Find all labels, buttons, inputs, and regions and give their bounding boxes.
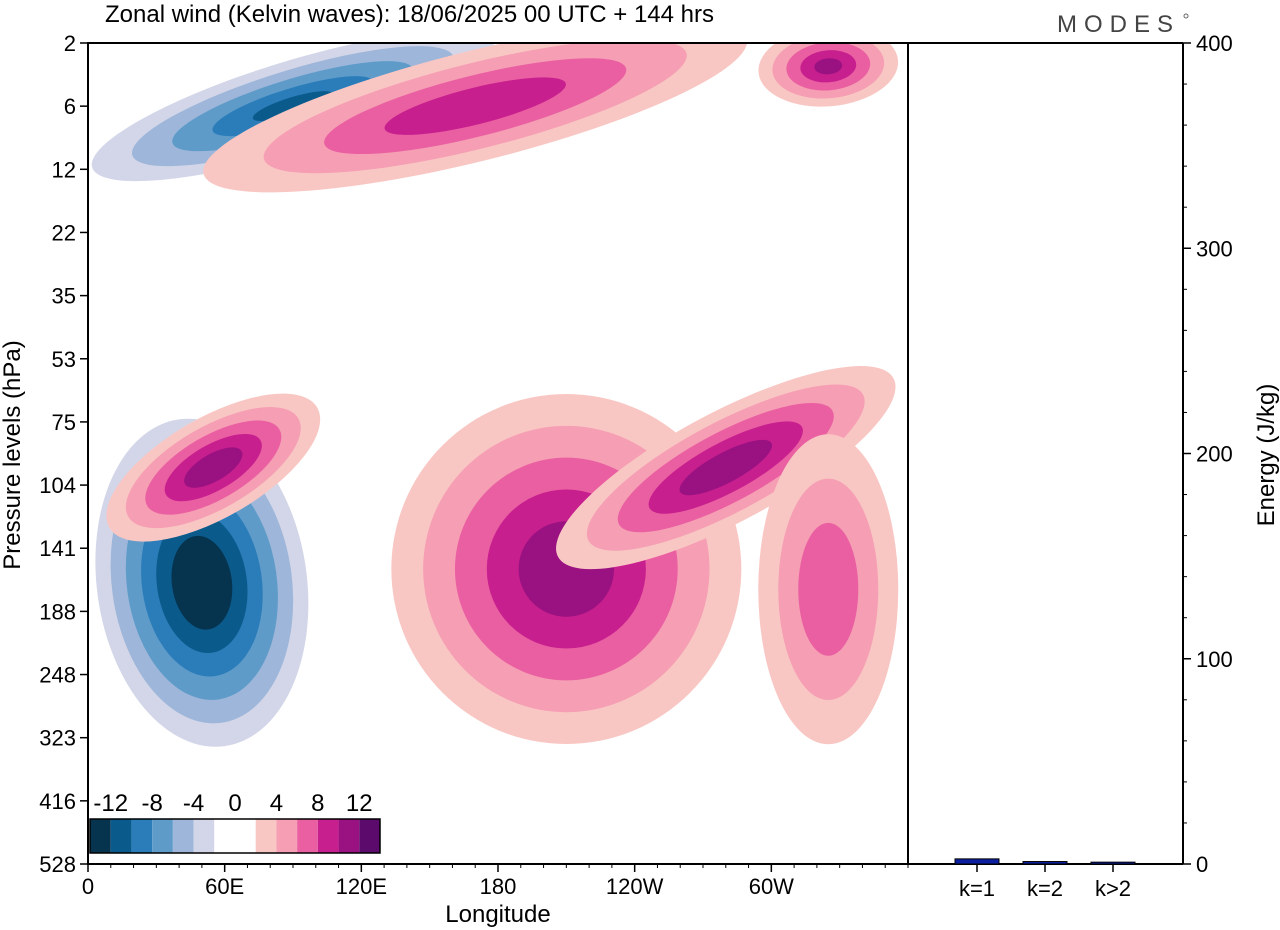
colorbar-swatch	[131, 819, 153, 853]
wind-anomaly-3	[556, 366, 896, 570]
colorbar-swatch	[172, 819, 194, 853]
y-tick-label: 75	[52, 410, 76, 435]
colorbar-swatch	[276, 819, 298, 853]
energy-tick-label: 0	[1196, 852, 1208, 877]
colorbar-border	[89, 818, 381, 854]
colorbar-swatch	[359, 819, 380, 853]
brand-registered-mark	[1183, 13, 1189, 19]
energy-bars	[954, 858, 1136, 865]
energy-bar	[1090, 861, 1136, 865]
wind-anomaly-7	[758, 43, 899, 107]
colorbar-swatch	[338, 819, 360, 853]
colorbar-swatch	[297, 819, 318, 853]
energy-tick-label: 400	[1196, 31, 1233, 56]
colorbar-swatch	[110, 819, 132, 853]
energy-tick-label: 200	[1196, 442, 1233, 467]
wind-anomaly-5	[91, 43, 495, 182]
colorbar-tick-label: 12	[346, 790, 373, 817]
energy-frame	[908, 42, 1184, 865]
x-tick-label: 120E	[336, 874, 387, 899]
longitude-axis: 0 60E 120E 180 120W 60W	[82, 864, 909, 899]
colorbar-tick-label: 4	[270, 790, 283, 817]
y-tick-label: 53	[52, 347, 76, 372]
energy-bar	[1022, 861, 1068, 865]
energy-bar	[954, 858, 1000, 865]
wind-contour-field	[91, 43, 899, 747]
y-tick-label: 188	[39, 599, 76, 624]
y-axis-label: Pressure levels (hPa)	[0, 340, 26, 569]
colorbar-swatch	[235, 819, 256, 853]
energy-axis: 0 100 200 300 400	[1183, 31, 1233, 877]
contour-band	[814, 58, 843, 75]
contour-band	[186, 559, 218, 607]
x-tick-label: 60E	[205, 874, 244, 899]
contour-band	[384, 77, 566, 135]
wind-anomaly-4	[106, 393, 321, 542]
y-tick-label: 12	[52, 157, 76, 182]
y-tick-label: 141	[39, 536, 76, 561]
x-tick-label: 0	[82, 874, 94, 899]
colorbar-swatch	[152, 819, 173, 853]
colorbar-swatch	[317, 819, 339, 853]
wavenumber-tick-label: k=2	[1027, 876, 1063, 901]
wind-anomaly-8	[758, 434, 899, 745]
x-tick-label: 180	[480, 874, 517, 899]
colorbar: -12 -8 -4 0 4 8 12	[89, 790, 381, 854]
colorbar-tick-label: 8	[311, 790, 324, 817]
energy-tick-label: 300	[1196, 236, 1233, 261]
wind-anomaly-6	[203, 43, 748, 193]
y-tick-label: 22	[52, 220, 76, 245]
x-axis-label: Longitude	[445, 901, 550, 928]
wavenumber-tick-label: k>2	[1095, 876, 1131, 901]
x-tick-label: 60W	[749, 874, 794, 899]
colorbar-swatch	[255, 819, 277, 853]
colorbar-tick-label: -4	[183, 790, 204, 817]
colorbar-swatch	[193, 819, 215, 853]
colorbar-swatch	[90, 819, 111, 853]
y-tick-label: 416	[39, 789, 76, 814]
contour-band	[679, 439, 773, 496]
hovmoller-panel: 0 60E 120E 180 120W 60W 2 6 12 22 35 53 75 104 141 188…	[0, 31, 909, 928]
brand-logo-text: MODES	[1057, 11, 1180, 38]
pressure-axis: 2 6 12 22 35 53 75 104 141 188 248 323 416 528	[39, 31, 88, 877]
y-tick-label: 323	[39, 726, 76, 751]
contour-band	[798, 522, 859, 656]
energy-axis-label: Energy (J/kg)	[1253, 384, 1280, 527]
y-tick-label: 104	[39, 473, 76, 498]
chart-title: Zonal wind (Kelvin waves): 18/06/2025 00…	[105, 1, 714, 28]
contour-band	[252, 91, 334, 122]
y-tick-label: 6	[64, 94, 76, 119]
wavenumber-tick-label: k=1	[959, 876, 995, 901]
wavenumber-axis: k=1 k=2 k>2	[959, 864, 1131, 901]
y-tick-label: 2	[64, 31, 76, 56]
colorbar-tick-label: -12	[93, 790, 128, 817]
y-tick-label: 35	[52, 284, 76, 309]
colorbar-tick-label: -8	[141, 790, 162, 817]
energy-panel: 0 100 200 300 400 k=1 k=2 k>2 Energy (J/kg)	[908, 31, 1280, 901]
colorbar-tick-label: 0	[228, 790, 241, 817]
contour-band	[184, 447, 243, 488]
energy-tick-label: 100	[1196, 647, 1233, 672]
y-tick-label: 248	[39, 663, 76, 688]
y-tick-label: 528	[39, 852, 76, 877]
x-tick-label: 120W	[606, 874, 664, 899]
colorbar-swatch	[214, 819, 235, 853]
